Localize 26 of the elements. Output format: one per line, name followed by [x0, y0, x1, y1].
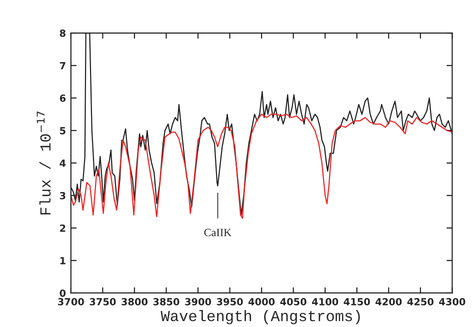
line-series: [70, 114, 452, 219]
x-tick-label: 4200: [376, 298, 402, 306]
x-tick-label: 4050: [280, 298, 306, 306]
x-tick-label: 4250: [407, 298, 434, 306]
x-tick-label: 4150: [344, 298, 370, 306]
y-tick-label: 1: [60, 257, 66, 264]
x-axis-title: Wavelength (Angstroms): [160, 310, 360, 324]
y-tick-label: 0: [60, 289, 66, 297]
y-tick-label: 6: [60, 94, 66, 102]
x-tick-label: 3750: [90, 298, 116, 306]
y-axis-title: Flux / 10$^{−17}$: [36, 112, 51, 214]
y-tick-label: 5: [60, 127, 66, 134]
x-tick-label: 3700: [58, 298, 84, 306]
y-tick-label: 3: [60, 192, 66, 200]
x-tick-label: 3850: [153, 298, 180, 306]
annotation: CaIIK: [204, 228, 232, 236]
x-tick-label: 3950: [216, 298, 243, 306]
x-tick-label: 4000: [248, 298, 275, 306]
y-tick-label: 7: [60, 62, 66, 70]
y-tick-label: 2: [60, 224, 66, 232]
x-tick-label: 4300: [439, 298, 466, 306]
x-tick-label: 3900: [185, 298, 212, 306]
y-tick-label: 8: [60, 30, 66, 37]
y-tick-label: 4: [60, 160, 66, 167]
x-tick-label: 3800: [122, 298, 148, 306]
x-tick-label: 4100: [312, 298, 338, 306]
